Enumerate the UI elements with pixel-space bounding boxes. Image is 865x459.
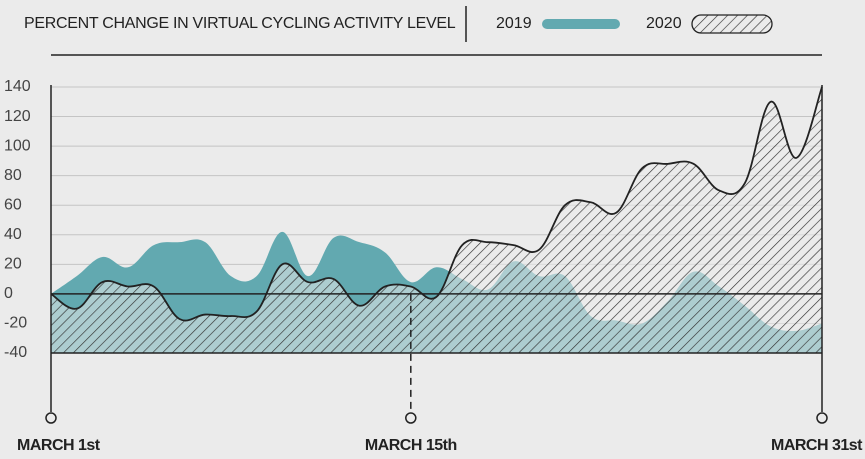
y-tick-label: 100 (4, 137, 31, 154)
legend-swatch (691, 14, 773, 34)
area (51, 87, 822, 353)
x-tick-label: MARCH 1st (17, 437, 101, 454)
y-tick-label: 140 (4, 78, 31, 95)
y-tick-label: 0 (4, 285, 13, 302)
legend-label: 2019 (496, 15, 532, 32)
y-tick-label: -40 (4, 344, 27, 361)
y-tick-label: 40 (4, 226, 22, 243)
y-tick-label: 80 (4, 167, 22, 184)
x-tick-dot (816, 412, 828, 424)
legend-swatch (542, 19, 620, 29)
x-tick-dot (405, 412, 417, 424)
y-tick-label: 20 (4, 256, 22, 273)
legend-label: 2020 (646, 15, 682, 32)
chart-title: PERCENT CHANGE IN VIRTUAL CYCLING ACTIVI… (24, 15, 456, 32)
line (50, 86, 823, 322)
y-tick-label: 60 (4, 196, 22, 213)
x-tick-label: MARCH 31st (771, 437, 863, 454)
y-tick-label: 120 (4, 108, 31, 125)
y-tick-label: -20 (4, 315, 27, 332)
x-tick-label: MARCH 15th (365, 437, 457, 454)
x-tick-dot (45, 412, 57, 424)
